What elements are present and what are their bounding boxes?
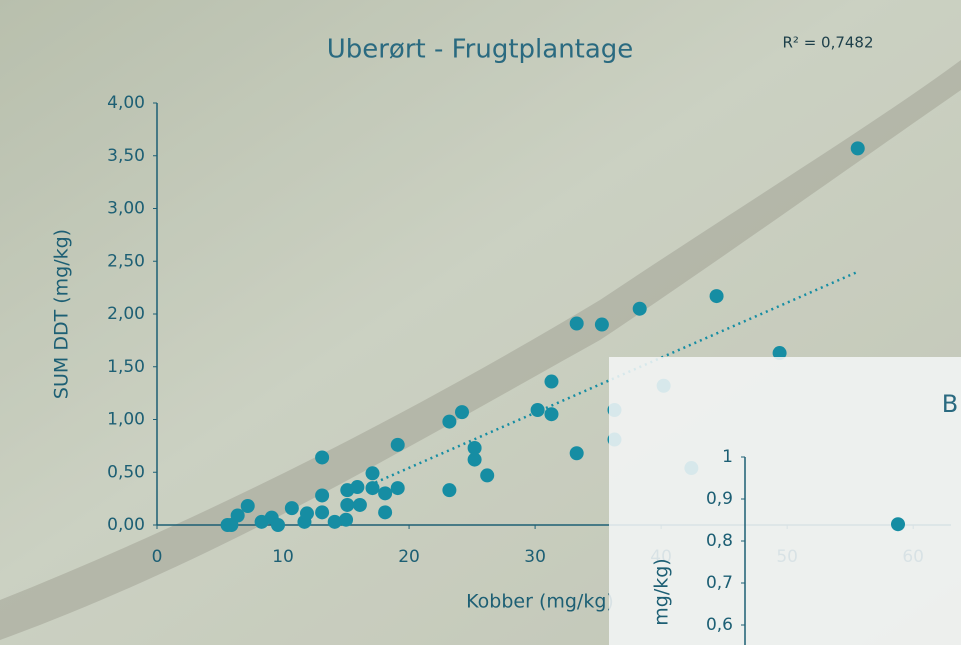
r-squared: R² = 0,7482: [782, 34, 873, 52]
data-point: [772, 346, 787, 361]
data-point: [365, 481, 380, 496]
y-tick-label: 4,00: [107, 93, 145, 113]
y-tick-label: 1,50: [107, 357, 145, 377]
y-tick-label: 1,00: [107, 410, 145, 430]
data-point: [569, 446, 584, 461]
data-point: [299, 506, 314, 521]
data-point: [709, 289, 724, 304]
x-tick-label: 20: [398, 547, 420, 567]
y-axis-title: mg/kg): [651, 558, 673, 625]
y-tick-label: 0,00: [107, 515, 145, 535]
chart-title: Uberørt - Frugtplantage: [327, 35, 634, 65]
y-tick-label: 3,50: [107, 146, 145, 166]
x-tick-label: 30: [524, 547, 546, 567]
x-tick-label: 10: [272, 547, 294, 567]
data-point: [390, 481, 405, 496]
data-point: [340, 497, 355, 512]
data-point: [442, 483, 457, 498]
y-tick-label: 2,50: [107, 251, 145, 271]
y-tick-label: 3,00: [107, 199, 145, 219]
data-point: [327, 514, 342, 529]
data-point: [467, 452, 482, 467]
data-point: [240, 499, 255, 514]
data-point: [339, 512, 354, 527]
y-axis-title: SUM DDT (mg/kg): [51, 229, 73, 399]
data-point: [569, 316, 584, 331]
data-point: [270, 518, 285, 532]
data-point: [352, 497, 367, 512]
data-point: [544, 407, 559, 422]
photo-branch: [0, 60, 961, 640]
y-tick-label: 2,00: [107, 304, 145, 324]
data-point: [284, 501, 299, 516]
data-point: [530, 403, 545, 418]
data-point: [454, 405, 469, 420]
y-tick-label: 1: [722, 447, 733, 467]
data-point: [442, 414, 457, 429]
data-point: [378, 505, 393, 520]
y-tick-label: 0,8: [706, 531, 733, 551]
data-point: [390, 437, 405, 452]
data-point: [891, 517, 905, 532]
data-point: [594, 317, 609, 332]
data-point: [632, 301, 647, 316]
data-point: [544, 374, 559, 389]
data-point: [230, 508, 245, 523]
data-point: [315, 450, 330, 465]
data-point: [850, 141, 865, 156]
data-point: [315, 505, 330, 520]
data-point: [315, 488, 330, 503]
chart-title: B: [942, 390, 958, 418]
data-point: [365, 466, 380, 481]
data-point: [378, 486, 393, 501]
y-tick-label: 0,6: [706, 615, 733, 635]
x-tick-label: 0: [152, 547, 163, 567]
y-tick-label: 0,7: [706, 573, 733, 593]
inset-panel: [609, 357, 961, 645]
data-point: [467, 440, 482, 455]
y-tick-label: 0,9: [706, 489, 733, 509]
data-point: [350, 480, 365, 495]
y-tick-label: 0,50: [107, 462, 145, 482]
x-axis-title: Kobber (mg/kg): [466, 591, 614, 613]
data-point: [480, 468, 495, 483]
